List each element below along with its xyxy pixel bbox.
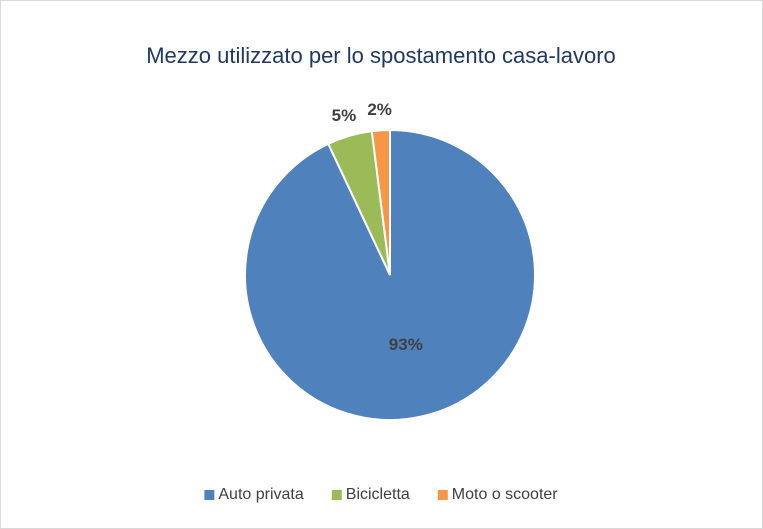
data-label: 2% — [367, 100, 392, 119]
legend-label: Moto o scooter — [452, 486, 559, 503]
chart-title: Mezzo utilizzato per lo spostamento casa… — [146, 43, 616, 68]
legend-swatch — [204, 490, 215, 500]
legend-label: Bicicletta — [346, 486, 410, 503]
data-label: 93% — [389, 335, 423, 354]
data-label: 5% — [332, 106, 357, 125]
pie-slice — [370, 128, 391, 276]
legend-swatch — [331, 490, 342, 500]
legend-swatch — [437, 490, 448, 500]
legend-label: Auto privata — [218, 486, 303, 503]
